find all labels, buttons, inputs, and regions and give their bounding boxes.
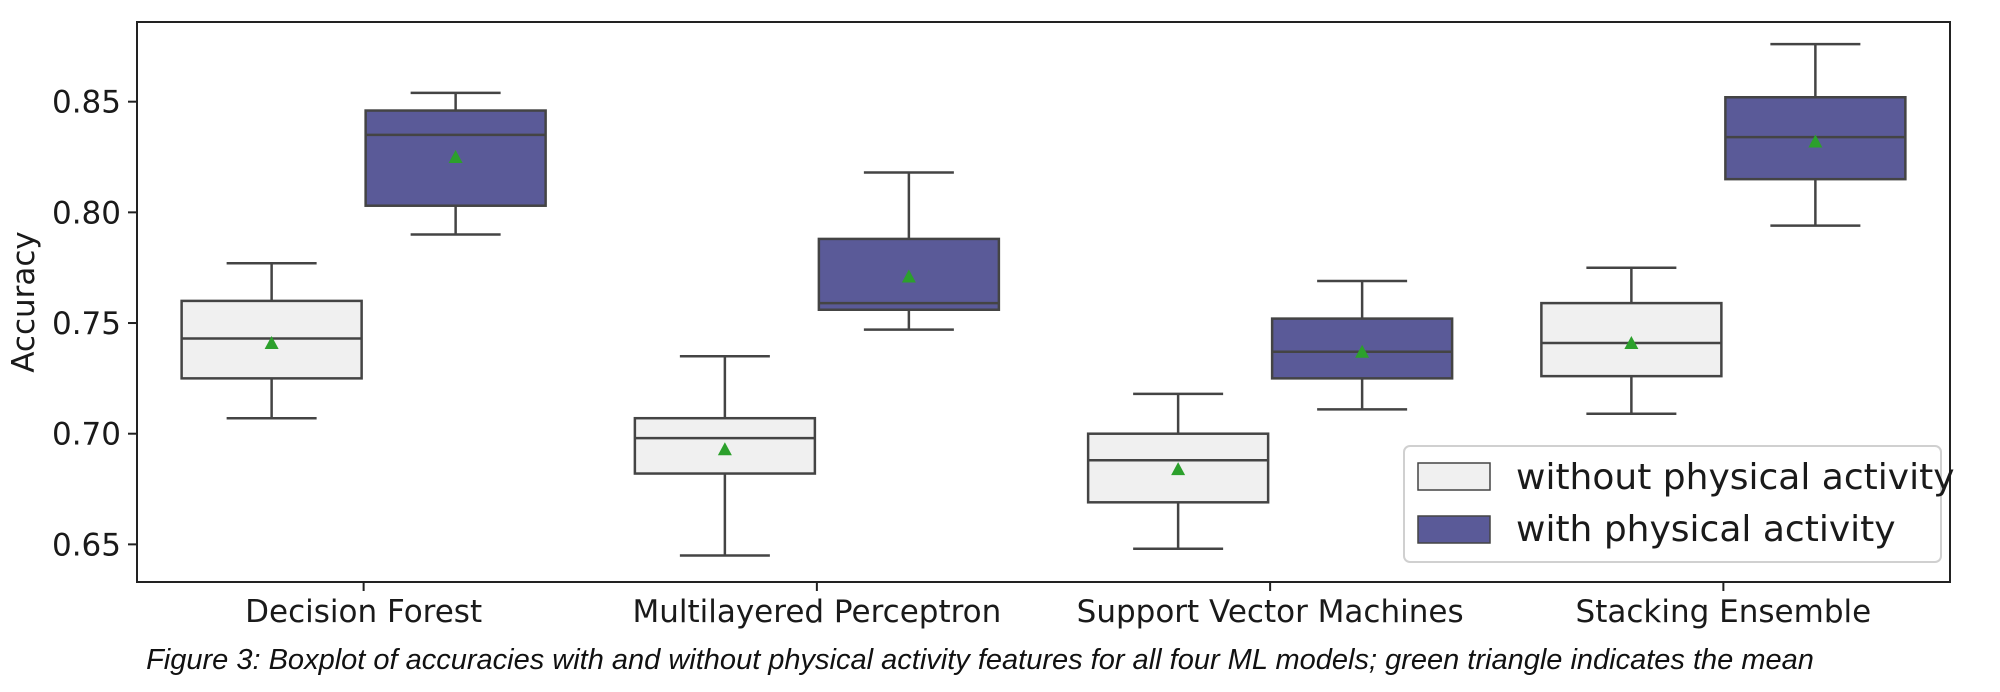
y-tick-label: 0.65 (52, 527, 121, 563)
box-without-1 (633, 354, 817, 557)
y-tick-label: 0.75 (52, 306, 121, 342)
box-with-3 (1724, 42, 1907, 227)
box-with-1 (817, 171, 1001, 331)
legend-label-without: without physical activity (1516, 457, 1955, 498)
iqr-box (817, 237, 1001, 311)
mean-marker (1808, 134, 1823, 148)
mean-marker (1624, 335, 1639, 349)
y-tick-label: 0.85 (52, 85, 121, 121)
box-with-2 (1270, 279, 1454, 411)
mean-marker (901, 269, 916, 283)
box-without-0 (180, 262, 363, 420)
x-axis: Decision Forest Multilayered Perceptron Su… (245, 582, 1871, 630)
mean-marker (1355, 344, 1370, 358)
boxes (180, 42, 1907, 557)
plot-frame (136, 21, 1951, 583)
mean-marker (448, 150, 463, 164)
x-tick-label: Stacking Ensemble (1576, 594, 1872, 630)
mean-marker (717, 442, 732, 456)
x-tick-label: Multilayered Perceptron (632, 594, 1001, 630)
mean-marker (264, 335, 279, 349)
legend: without physical activity with physical … (1403, 445, 1955, 563)
y-axis-label: Accuracy (6, 231, 42, 373)
legend-label-with: with physical activity (1516, 509, 1896, 550)
legend-frame (1403, 445, 1942, 563)
y-axis: 0.65 0.70 0.75 0.80 0.85 (52, 85, 137, 563)
mean-marker (1171, 462, 1186, 476)
x-tick-label: Support Vector Machines (1077, 594, 1464, 630)
y-tick-label: 0.80 (52, 195, 121, 231)
x-tick-label: Decision Forest (245, 594, 482, 630)
box-with-0 (364, 91, 547, 236)
y-tick-label: 0.70 (52, 417, 121, 453)
legend-swatch-without (1417, 462, 1491, 491)
legend-swatch-with (1417, 515, 1491, 544)
box-without-2 (1086, 392, 1270, 551)
box-without-3 (1540, 266, 1723, 416)
figure-caption: Figure 3: Boxplot of accuracies with and… (146, 644, 1814, 676)
